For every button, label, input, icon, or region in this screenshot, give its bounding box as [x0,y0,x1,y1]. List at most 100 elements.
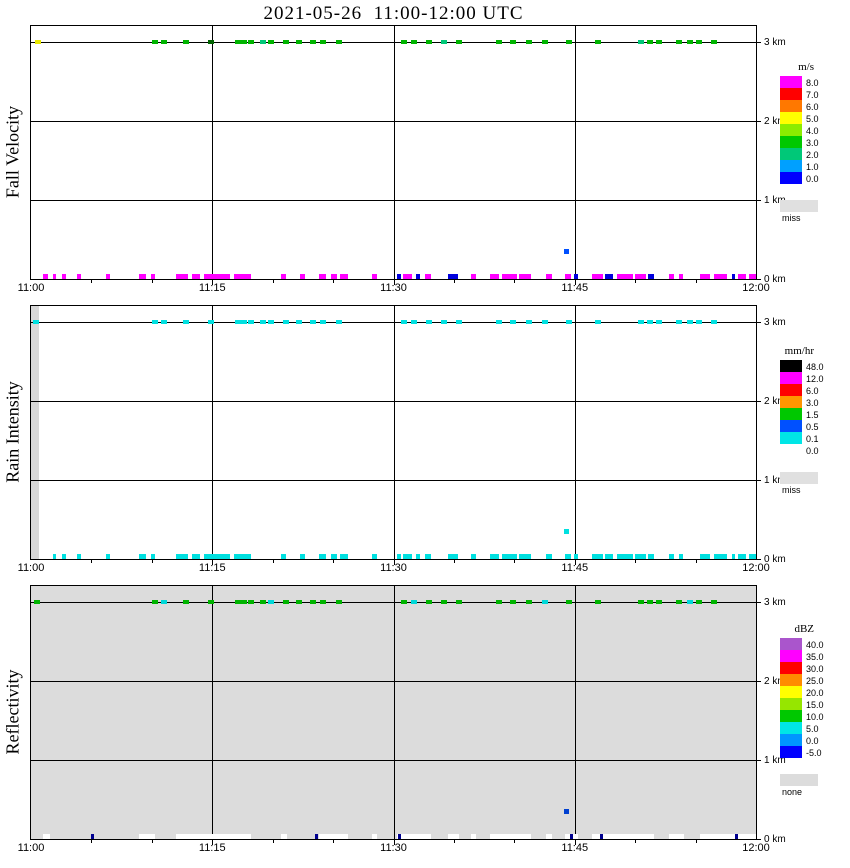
data-mark [525,39,532,44]
data-mark [441,319,448,324]
x-tick-label: 12:00 [742,842,770,854]
colorbar-label: 15.0 [806,700,824,710]
data-mark [282,599,289,604]
colorbar-label: 40.0 [806,640,824,650]
data-mark [604,554,614,559]
data-mark [52,554,57,559]
data-mark [425,39,432,44]
data-mark [268,39,275,44]
x-tick-label: 11:45 [561,282,589,294]
data-mark [76,274,81,279]
gridline-horizontal [31,680,756,682]
data-mark [604,274,614,279]
x-minor-tick [212,560,214,565]
data-mark [638,39,645,44]
data-mark [591,554,603,559]
data-mark [735,834,739,839]
gridline-horizontal [31,120,756,122]
y-tick-label: 3 km [764,316,786,328]
x-minor-tick [151,560,153,563]
colorbar-label: 5.0 [806,114,819,124]
x-minor-tick [91,560,93,563]
data-mark [470,554,476,559]
x-minor-tick [212,280,214,285]
colorbar-label: 35.0 [806,652,824,662]
chart-title: 2021-05-26 11:00-12:00 UTC [263,3,524,24]
data-mark [617,554,633,559]
colorbar-swatch [780,172,802,184]
data-mark [525,599,532,604]
data-mark [152,39,159,44]
data-mark [296,599,303,604]
x-minor-tick [91,280,93,283]
colorbar-label: 20.0 [806,688,824,698]
data-mark [455,39,462,44]
data-mark [300,554,306,559]
data-mark [737,274,747,279]
data-mark [91,834,95,839]
data-mark [447,274,458,279]
panel-fall-velocity: Fall Velocity 11:00 11:15 11:30 11:45 12:00 0… [0,25,850,305]
x-minor-tick [695,280,697,283]
data-mark [260,599,266,604]
data-mark [234,274,251,279]
data-mark [397,274,401,279]
colorbar-missing-swatch [780,200,818,212]
x-minor-tick [635,560,637,563]
x-minor-tick [453,840,455,843]
colorbar-swatch [780,76,802,88]
data-mark [510,39,517,44]
data-mark [541,599,548,604]
data-mark [441,599,448,604]
data-mark [152,599,159,604]
data-mark [309,39,316,44]
colorbar-swatch [780,662,802,674]
panel-reflectivity: Reflectivity 11:00 11:15 11:30 11:45 12:00 0 … [0,585,850,865]
data-mark [281,834,288,839]
data-mark [425,319,432,324]
data-mark [541,319,548,324]
colorbar-swatch [780,686,802,698]
data-mark [336,39,343,44]
data-mark [234,39,241,44]
data-mark [617,274,633,279]
data-mark [541,39,548,44]
data-mark [447,554,458,559]
data-mark [234,554,251,559]
data-mark [150,554,156,559]
x-tick-label: 11:30 [380,562,407,574]
x-minor-tick [453,280,455,283]
colorbar-swatch [780,100,802,112]
x-minor-tick [272,840,274,843]
y-tick [757,400,761,402]
data-mark [635,274,647,279]
data-mark [138,834,156,839]
data-mark [208,39,215,44]
data-mark [309,599,316,604]
data-mark [565,554,572,559]
data-mark [545,834,552,839]
data-mark [591,274,603,279]
colorbar-label: 0.0 [806,174,819,184]
x-minor-tick [635,280,637,283]
data-mark [669,554,674,559]
x-minor-tick [393,840,395,845]
x-tick-label: 11:45 [561,562,589,574]
data-mark [401,599,408,604]
x-minor-tick [91,840,93,843]
data-mark [35,39,42,44]
data-mark [594,319,601,324]
colorbar-swatch [780,88,802,100]
data-mark [545,274,552,279]
gridline-vertical [574,586,576,839]
data-mark [686,39,693,44]
x-tick-label: 11:30 [380,842,407,854]
data-mark [648,274,655,279]
data-mark [573,554,579,559]
y-tick [757,559,761,560]
data-mark [678,554,684,559]
plot-area-reflectivity [30,585,757,840]
gridline-vertical [393,26,395,279]
colorbar-label: 10.0 [806,712,824,722]
x-minor-tick [453,560,455,563]
